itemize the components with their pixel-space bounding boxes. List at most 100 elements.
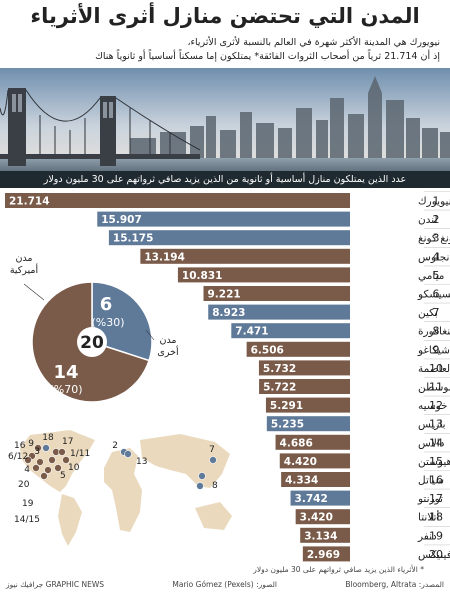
map-marker-label: 6/12: [8, 452, 28, 462]
bar-value-label: 7.471: [235, 326, 268, 338]
category-label: هيوستن: [418, 456, 450, 468]
bar-value-label: 6.506: [251, 344, 284, 356]
rank-label: 9: [433, 343, 440, 356]
bar-18: [295, 509, 350, 525]
pie-american-label: مدن أميركية: [10, 253, 39, 276]
skyline-illustration: [0, 68, 450, 173]
bar-value-label: 10.831: [182, 270, 223, 282]
category-label: بكين: [418, 307, 438, 319]
photo-credit: الصور: Mario Gómez (Pexels): [172, 580, 277, 589]
bar-value-label: 21.714: [9, 196, 50, 208]
subtitle-line-2: إذ أن 21.714 ثرياً من أصحاب الثروات الفا…: [95, 51, 440, 62]
bar-value-label: 5.732: [263, 363, 296, 375]
map-marker-label: 7: [209, 445, 215, 455]
page-title: المدن التي تحتضن منازل أثرى الأثرياء: [30, 4, 420, 28]
category-label: فينيكس: [418, 549, 450, 561]
category-label: ميامي: [418, 270, 444, 282]
pie-center-label: 20: [80, 333, 104, 353]
map-marker-dot: [48, 456, 56, 464]
category-label: أتلانتا: [418, 510, 439, 524]
bar-value-label: 4.334: [285, 475, 318, 487]
pie-american-percent: (%70): [49, 383, 82, 396]
bar-value-label: 3.742: [295, 493, 328, 505]
pie-chart: 20 6(%30) 14(%70) مدن أميركية مدن أخرى: [10, 253, 179, 403]
category-label: سان فرانسيسكو: [417, 289, 450, 301]
bar-value-label: 4.420: [284, 456, 317, 468]
pie-other-leader: [145, 329, 155, 341]
bar-13: [266, 416, 350, 432]
bar-5: [177, 267, 350, 283]
rank-label: 13: [429, 418, 443, 431]
map-marker-dot: [36, 458, 44, 466]
category-label: تورنتو: [417, 493, 443, 505]
bar-value-label: 15.175: [113, 233, 154, 245]
category-label: دالاس: [418, 437, 445, 449]
page-subtitle: نيويورك هي المدينة الأكثر شهرة في العالم…: [10, 36, 440, 64]
map-marker-dot: [44, 466, 52, 474]
category-label: دنفر: [417, 530, 437, 542]
category-label: هونغ كونغ: [418, 233, 450, 245]
rank-label: 18: [429, 511, 443, 524]
bar-16: [281, 472, 350, 487]
rank-label: 19: [429, 529, 443, 542]
map-marker-label: 19: [22, 499, 34, 509]
bar-value-label: 8.923: [212, 307, 245, 319]
rank-label: 5: [433, 269, 440, 282]
rank-label: 14: [429, 436, 443, 449]
pie-center: [77, 327, 107, 357]
rank-label: 7: [433, 306, 440, 319]
map-marker-dot: [42, 444, 50, 452]
rank-label: 3: [433, 232, 440, 245]
category-label: سنغافورة: [418, 326, 450, 338]
bar-19: [300, 527, 350, 543]
pie-slice-other: [91, 281, 153, 362]
bar-value-label: 3.420: [300, 512, 333, 524]
bars-header: عدد الذين يمتلكون منازل أساسية أو ثانوية…: [0, 171, 450, 188]
bar-11: [259, 379, 350, 394]
bar-14: [275, 434, 350, 450]
category-label: لوس أنجلوس: [418, 249, 450, 263]
bar-12: [265, 397, 350, 413]
map-marker-label: 17: [62, 437, 73, 447]
bar-value-label: 5.291: [270, 400, 303, 412]
map-marker-label: 18: [42, 433, 54, 443]
map-marker-label: 5: [60, 471, 66, 481]
rank-label: 1: [433, 195, 440, 208]
rank-label: 6: [433, 288, 440, 301]
africa-europe-shape: [104, 448, 142, 532]
bar-value-label: 9.221: [207, 289, 240, 301]
pie-other-count: 6: [100, 294, 113, 315]
footnote: * الأثرياء الذين يزيد صافي ثرواتهم على 3…: [253, 565, 424, 574]
rank-label: 12: [429, 399, 443, 412]
map-marker-dot: [54, 464, 62, 472]
skyline-photo: [0, 68, 450, 173]
footer: * الأثرياء الذين يزيد صافي ثرواتهم على 3…: [6, 565, 444, 589]
bar-value-label: 15.907: [101, 214, 142, 226]
rank-label: 20: [429, 548, 443, 561]
pie-american-leader: [23, 283, 45, 301]
bar-7: [208, 304, 350, 320]
bar-value-label: 2.969: [307, 549, 340, 561]
bar-15: [279, 453, 350, 469]
rank-label: 11: [429, 381, 443, 394]
map-marker-label: 14/15: [14, 515, 40, 525]
bar-value-label: 3.134: [304, 530, 337, 542]
pie-other-label: مدن أخرى: [157, 335, 179, 358]
category-label: سان خوسيه: [418, 400, 450, 412]
category-label: واشنطن العاصمة: [418, 363, 450, 375]
bar-value-label: 5.235: [271, 419, 304, 431]
bar-value-label: 13.194: [144, 251, 185, 263]
map-marker-label: 20: [18, 480, 30, 490]
category-label: باريس: [418, 419, 446, 431]
bar-value-label: 5.722: [263, 382, 296, 394]
map-marker-label: 2: [112, 441, 118, 451]
map-marker-label: 16: [14, 441, 26, 451]
bar-1: [5, 193, 350, 208]
map-marker-label: 4: [24, 465, 30, 475]
subtitle-line-1: نيويورك هي المدينة الأكثر شهرة في العالم…: [187, 37, 440, 48]
map-marker-label: 9: [28, 439, 34, 449]
pie-other-percent: (%30): [91, 316, 124, 329]
bar-10: [258, 360, 350, 376]
map-marker-label: 10: [68, 463, 80, 473]
